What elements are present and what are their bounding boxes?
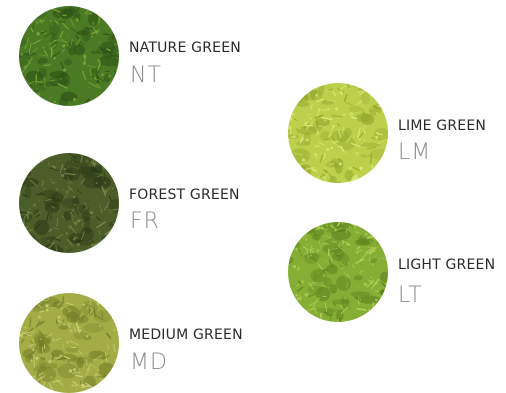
- color-name: NATURE GREEN: [129, 40, 241, 56]
- color-code: NT: [130, 63, 162, 88]
- moss-swatch-image: [19, 153, 119, 253]
- moss-swatch-image: [19, 6, 119, 106]
- color-name: MEDIUM GREEN: [129, 327, 243, 343]
- color-name: FOREST GREEN: [129, 187, 240, 203]
- moss-swatch-image: [19, 293, 119, 393]
- moss-swatch-image: [288, 222, 388, 322]
- color-code: MD: [130, 350, 168, 375]
- color-code: LT: [398, 283, 423, 308]
- color-name: LIME GREEN: [398, 118, 486, 134]
- color-code: FR: [130, 209, 160, 234]
- color-name: LIGHT GREEN: [398, 257, 495, 273]
- color-code: LM: [398, 140, 431, 165]
- moss-swatch-image: [288, 83, 388, 183]
